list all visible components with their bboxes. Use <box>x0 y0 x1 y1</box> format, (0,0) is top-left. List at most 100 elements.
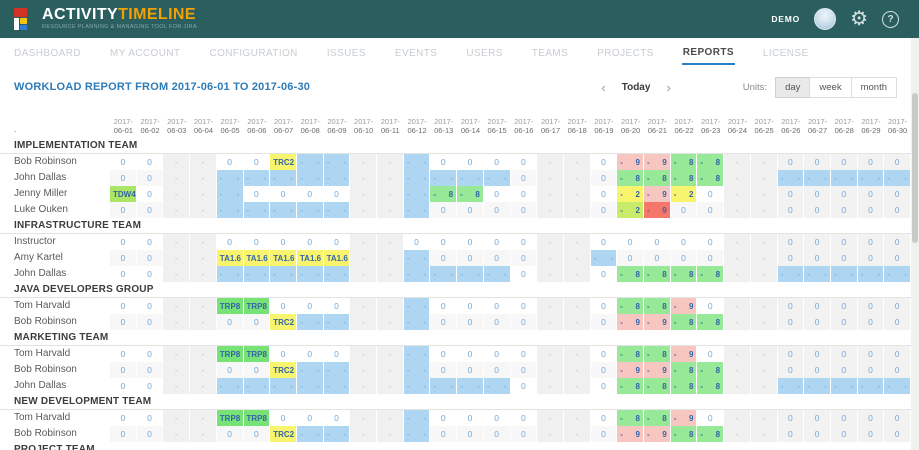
workload-cell: 0 <box>511 426 538 442</box>
workload-cell: TRC2 <box>270 154 297 170</box>
nav-tab-teams[interactable]: TEAMS <box>531 41 569 64</box>
workload-cell: - <box>564 410 591 426</box>
nav-tab-reports[interactable]: REPORTS <box>682 40 735 65</box>
row-amy-kartel: Amy Kartel00--TA1.6TA1.6TA1.6TA1.6TA1.6-… <box>0 250 911 266</box>
nav-tab-configuration[interactable]: CONFIGURATION <box>208 41 298 64</box>
workload-cell: -- <box>297 202 324 218</box>
workload-cell: -8 <box>617 266 644 282</box>
workload-cell: -- <box>324 266 351 282</box>
nav-tab-projects[interactable]: PROJECTS <box>596 41 655 64</box>
workload-cell: -- <box>217 186 244 202</box>
workload-cell: -9 <box>644 362 671 378</box>
workload-cell: 0 <box>511 250 538 266</box>
workload-cell: - <box>377 410 404 426</box>
workload-cell: - <box>537 378 564 394</box>
nav-tab-events[interactable]: EVENTS <box>394 41 438 64</box>
workload-cell: -- <box>484 266 511 282</box>
date-column-header-06-11: 2017-06-11 <box>377 117 404 138</box>
workload-cell: 0 <box>457 250 484 266</box>
date-column-header-06-04: 2017-06-04 <box>190 117 217 138</box>
workload-cell: 0 <box>137 234 164 250</box>
workload-cell: -- <box>324 378 351 394</box>
workload-cell: -- <box>884 378 911 394</box>
workload-cell: - <box>377 234 404 250</box>
workload-cell: -- <box>591 250 618 266</box>
workload-cell: -8 <box>671 378 698 394</box>
workload-cell: 0 <box>778 250 805 266</box>
workload-cell: 0 <box>804 346 831 362</box>
row-bob-robinson: Bob Robinson00--00TRC2--------0000--0-9-… <box>0 314 911 330</box>
gear-icon[interactable]: ⚙ <box>850 9 868 29</box>
workload-cell: -- <box>270 170 297 186</box>
workload-cell: TRP8 <box>217 410 244 426</box>
scrollbar-thumb[interactable] <box>912 93 918 243</box>
workload-cell: 0 <box>217 362 244 378</box>
nav-tab-my-account[interactable]: MY ACCOUNT <box>109 41 182 64</box>
workload-cell: -9 <box>644 314 671 330</box>
nav-tab-users[interactable]: USERS <box>465 41 503 64</box>
workload-cell: 0 <box>778 186 805 202</box>
workload-cell: 0 <box>430 362 457 378</box>
units-week-button[interactable]: week <box>809 77 851 98</box>
workload-cell: - <box>537 250 564 266</box>
workload-cell: -8 <box>697 378 724 394</box>
workload-cell: -9 <box>617 362 644 378</box>
workload-cell: 0 <box>511 362 538 378</box>
units-day-button[interactable]: day <box>775 77 810 98</box>
workload-cell: 0 <box>511 346 538 362</box>
nav-tab-issues[interactable]: ISSUES <box>326 41 367 64</box>
section-header-marketing-team: MARKETING TEAM <box>0 330 911 346</box>
workload-cell: -8 <box>671 314 698 330</box>
workload-cell: 0 <box>137 362 164 378</box>
workload-cell: -8 <box>671 154 698 170</box>
workload-cell: - <box>751 186 778 202</box>
workload-cell: - <box>724 202 751 218</box>
workload-cell: 0 <box>858 410 885 426</box>
workload-cell: 0 <box>324 410 351 426</box>
nav-tab-dashboard[interactable]: DASHBOARD <box>13 41 82 64</box>
person-name: Bob Robinson <box>0 362 110 378</box>
workload-cell: - <box>377 298 404 314</box>
date-column-header-06-23: 2017-06-23 <box>697 117 724 138</box>
row-tom-harvald: Tom Harvald00--TRP8TRP8000----0000--0-8-… <box>0 410 911 426</box>
today-button[interactable]: Today <box>622 82 651 93</box>
workload-cell: 0 <box>511 234 538 250</box>
workload-cell: 0 <box>804 362 831 378</box>
workload-cell: - <box>751 362 778 378</box>
date-column-header-06-19: 2017-06-19 <box>591 117 618 138</box>
workload-cell: 0 <box>110 410 137 426</box>
person-name: John Dallas <box>0 170 110 186</box>
workload-cell: 0 <box>644 234 671 250</box>
workload-cell: -8 <box>644 346 671 362</box>
workload-cell: 0 <box>137 266 164 282</box>
workload-cell: -- <box>324 362 351 378</box>
vertical-scrollbar[interactable] <box>911 38 919 450</box>
units-buttons: dayweekmonth <box>776 77 897 98</box>
help-icon[interactable]: ? <box>882 11 899 28</box>
user-avatar[interactable] <box>814 8 836 30</box>
workload-cell: 0 <box>831 314 858 330</box>
workload-grid: IMPLEMENTATION TEAMBob Robinson00--00TRC… <box>0 138 919 450</box>
workload-cell: -- <box>404 266 431 282</box>
workload-cell: 0 <box>804 154 831 170</box>
workload-cell: -- <box>217 266 244 282</box>
workload-cell: 0 <box>430 202 457 218</box>
next-period-chevron-icon[interactable]: › <box>666 81 670 94</box>
workload-cell: 0 <box>831 202 858 218</box>
workload-cell: - <box>377 346 404 362</box>
workload-cell: 0 <box>591 378 618 394</box>
workload-cell: 0 <box>884 362 911 378</box>
workload-cell: 0 <box>884 346 911 362</box>
workload-cell: 0 <box>697 234 724 250</box>
workload-cell: - <box>190 266 217 282</box>
workload-cell: 0 <box>457 346 484 362</box>
workload-cell: 0 <box>591 346 618 362</box>
prev-period-chevron-icon[interactable]: ‹ <box>601 81 605 94</box>
workload-cell: TRP8 <box>217 298 244 314</box>
workload-cell: -- <box>804 266 831 282</box>
nav-tab-license[interactable]: LICENSE <box>762 41 810 64</box>
units-month-button[interactable]: month <box>851 77 897 98</box>
workload-cell: 0 <box>137 154 164 170</box>
workload-cell: - <box>350 298 377 314</box>
workload-cell: 0 <box>511 378 538 394</box>
